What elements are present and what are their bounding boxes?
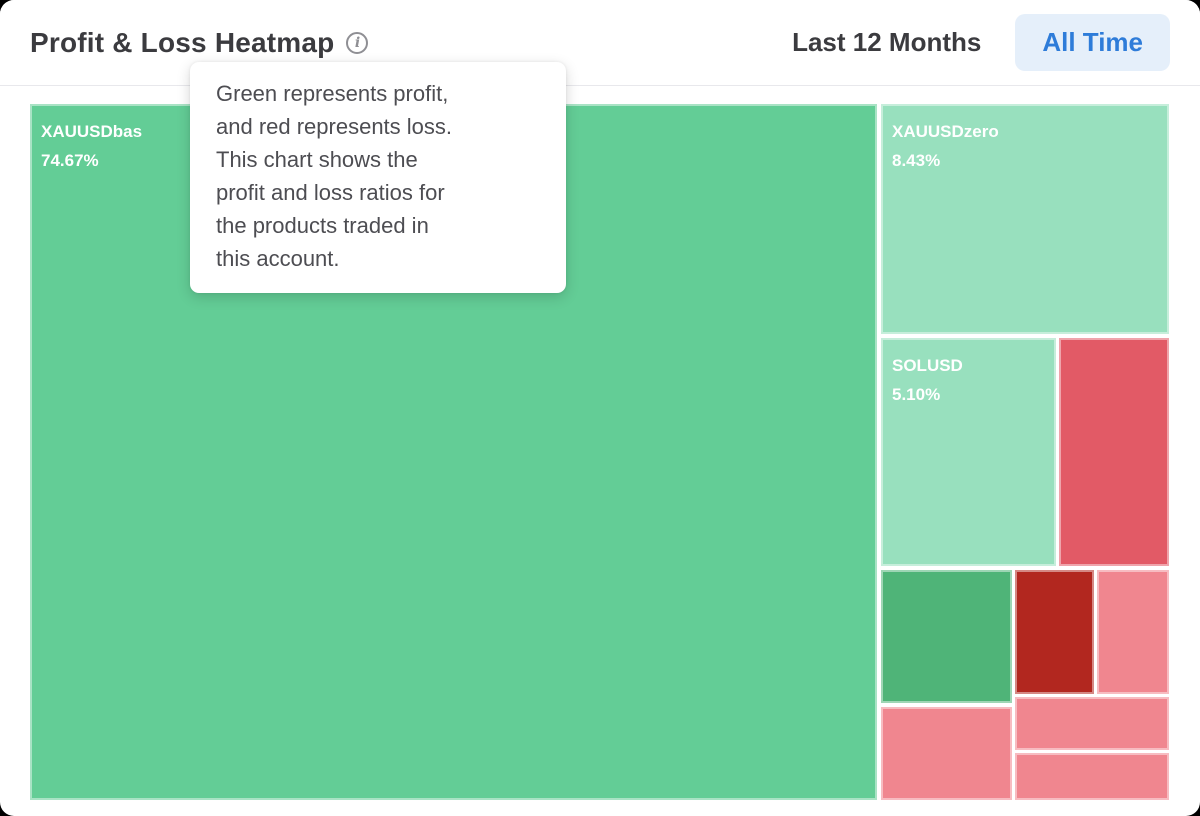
range-last-12-months-button[interactable]: Last 12 Months: [792, 27, 982, 57]
tile-percent: 8.43%: [892, 151, 941, 170]
tile-label: XAUUSDzero 8.43%: [881, 104, 1169, 188]
tile-percent: 74.67%: [41, 151, 99, 170]
tile-symbol: XAUUSDzero: [892, 122, 999, 141]
title-wrap: Profit & Loss Heatmap i: [30, 27, 792, 59]
page-title: Profit & Loss Heatmap: [30, 26, 335, 58]
treemap-tile[interactable]: [1015, 570, 1094, 694]
treemap-tile-xauusdzero[interactable]: XAUUSDzero 8.43%: [881, 104, 1169, 334]
tile-label: SOLUSD 5.10%: [881, 338, 1056, 422]
treemap-tile[interactable]: [1015, 753, 1169, 800]
info-icon[interactable]: i: [346, 31, 369, 54]
range-all-time-button[interactable]: All Time: [1015, 14, 1170, 71]
tile-symbol: XAUUSDbas: [41, 122, 143, 141]
treemap-tile-solusd[interactable]: SOLUSD 5.10%: [881, 338, 1056, 566]
treemap-tile[interactable]: [881, 570, 1012, 703]
card-header: Profit & Loss Heatmap i Last 12 Months A…: [0, 0, 1200, 86]
info-tooltip: Green represents profit, and red represe…: [190, 62, 566, 293]
tile-label: XAUUSDbas 74.67%: [30, 104, 877, 188]
tile-symbol: SOLUSD: [892, 356, 963, 375]
treemap-tile[interactable]: [1059, 338, 1169, 566]
tile-percent: 5.10%: [892, 385, 941, 404]
treemap-tile[interactable]: [1097, 570, 1169, 694]
treemap-tile[interactable]: [1015, 697, 1169, 750]
info-tooltip-text: Green represents profit, and red represe…: [216, 81, 453, 271]
treemap-tile[interactable]: [881, 707, 1012, 800]
range-controls: Last 12 Months All Time: [792, 14, 1170, 71]
